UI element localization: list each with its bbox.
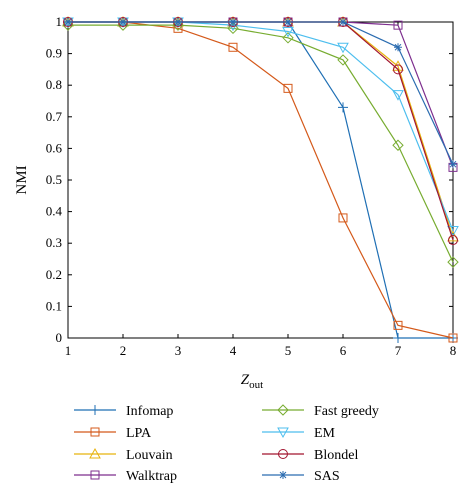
- legend-label: Infomap: [126, 404, 173, 419]
- legend-label: LPA: [126, 426, 152, 441]
- y-tick-label: 0.8: [46, 77, 62, 92]
- data-point: [117, 19, 129, 31]
- legend-label: Fast greedy: [314, 404, 379, 419]
- legend-label: Louvain: [126, 448, 173, 463]
- series-louvain: [62, 15, 459, 242]
- series-lpa: [63, 17, 458, 343]
- data-point: [283, 83, 293, 93]
- legend-item: Walktrap: [74, 469, 177, 484]
- series-infomap: [63, 17, 458, 343]
- series-line: [68, 21, 453, 339]
- y-tick-label: 0.5: [46, 172, 62, 187]
- data-point: [119, 18, 127, 26]
- axis-ticks: 1 2 3 4 5 6 7 8 0 0.1 0.2 0.3 0.4 0.5 0.6 0.7 0.8 0.9 1: [46, 14, 457, 358]
- data-point: [448, 235, 458, 246]
- legend-item: Louvain: [74, 447, 173, 463]
- legend-marker: [278, 449, 288, 459]
- legend-label: Blondel: [314, 448, 358, 463]
- x-tick-label: 6: [340, 343, 347, 358]
- series-line: [68, 24, 454, 263]
- y-tick-label: 0.6: [46, 140, 63, 155]
- data-point: [284, 18, 292, 26]
- data-point: [338, 102, 348, 113]
- x-tick-label: 3: [175, 343, 182, 358]
- legend-item: Fast greedy: [262, 404, 379, 419]
- series-line: [68, 21, 454, 165]
- data-point: [393, 20, 403, 30]
- legend-marker: [90, 405, 100, 415]
- data-point: [338, 213, 348, 223]
- legend-label: EM: [314, 426, 336, 441]
- data-point: [447, 256, 459, 268]
- y-tick-label: 1: [56, 14, 63, 29]
- legend-marker: [279, 471, 287, 479]
- data-point: [172, 19, 184, 31]
- data-point: [394, 43, 402, 52]
- y-tick-label: 0.2: [46, 267, 62, 282]
- x-tick-label: 2: [120, 343, 127, 358]
- y-tick-label: 0.1: [46, 298, 62, 313]
- y-axis-title: NMI: [14, 165, 30, 194]
- series-line: [68, 21, 454, 339]
- data-point: [448, 333, 458, 343]
- legend-marker: [277, 427, 289, 439]
- series-line: [68, 21, 454, 231]
- x-axis-title-sub: out: [249, 379, 263, 391]
- data-point: [229, 18, 237, 26]
- series-blondel: [63, 17, 458, 246]
- data-point: [392, 139, 404, 151]
- series-em: [62, 17, 459, 237]
- data-point: [392, 90, 404, 101]
- legend-marker: [90, 427, 100, 437]
- legend-item: SAS: [262, 469, 340, 484]
- legend-item: Blondel: [262, 448, 358, 463]
- plot-frame: [67, 21, 454, 339]
- x-axis-title-main: Z: [241, 372, 250, 388]
- legend-label: SAS: [314, 469, 340, 484]
- legend-item: EM: [262, 426, 336, 441]
- legend: Infomap LPA Louvain Walktrap Fast greedy EM Bl…: [74, 404, 379, 484]
- series-line: [68, 21, 454, 241]
- data-point: [282, 32, 294, 44]
- x-tick-label: 1: [65, 343, 72, 358]
- series-layer: [62, 15, 459, 343]
- data-point: [393, 64, 403, 75]
- x-tick-label: 5: [285, 343, 292, 358]
- series-line: [68, 21, 454, 238]
- legend-marker: [277, 404, 289, 416]
- legend-item: LPA: [74, 426, 152, 441]
- data-point: [339, 18, 347, 26]
- data-point: [174, 18, 182, 26]
- x-tick-label: 4: [230, 343, 237, 358]
- data-point: [228, 42, 238, 52]
- data-point: [337, 42, 349, 54]
- data-point: [282, 26, 294, 38]
- x-axis-title: Zout: [241, 372, 263, 391]
- y-tick-label: 0.9: [46, 46, 62, 61]
- series-fast-greedy: [62, 19, 459, 268]
- y-tick-label: 0.3: [46, 235, 62, 250]
- data-point: [62, 19, 74, 31]
- data-point: [449, 160, 457, 169]
- y-tick-label: 0.7: [46, 109, 63, 124]
- legend-marker: [90, 470, 100, 480]
- legend-label: Walktrap: [126, 469, 177, 484]
- legend-marker: [89, 447, 101, 459]
- x-tick-label: 7: [395, 343, 402, 358]
- series-sas: [64, 18, 457, 169]
- data-point: [337, 54, 349, 66]
- data-point: [64, 18, 72, 26]
- legend-item: Infomap: [74, 404, 173, 419]
- y-tick-label: 0.4: [46, 204, 63, 219]
- x-tick-label: 8: [450, 343, 457, 358]
- data-point: [393, 320, 403, 330]
- y-tick-label: 0: [56, 330, 63, 345]
- data-point: [227, 22, 239, 35]
- data-point: [393, 333, 403, 343]
